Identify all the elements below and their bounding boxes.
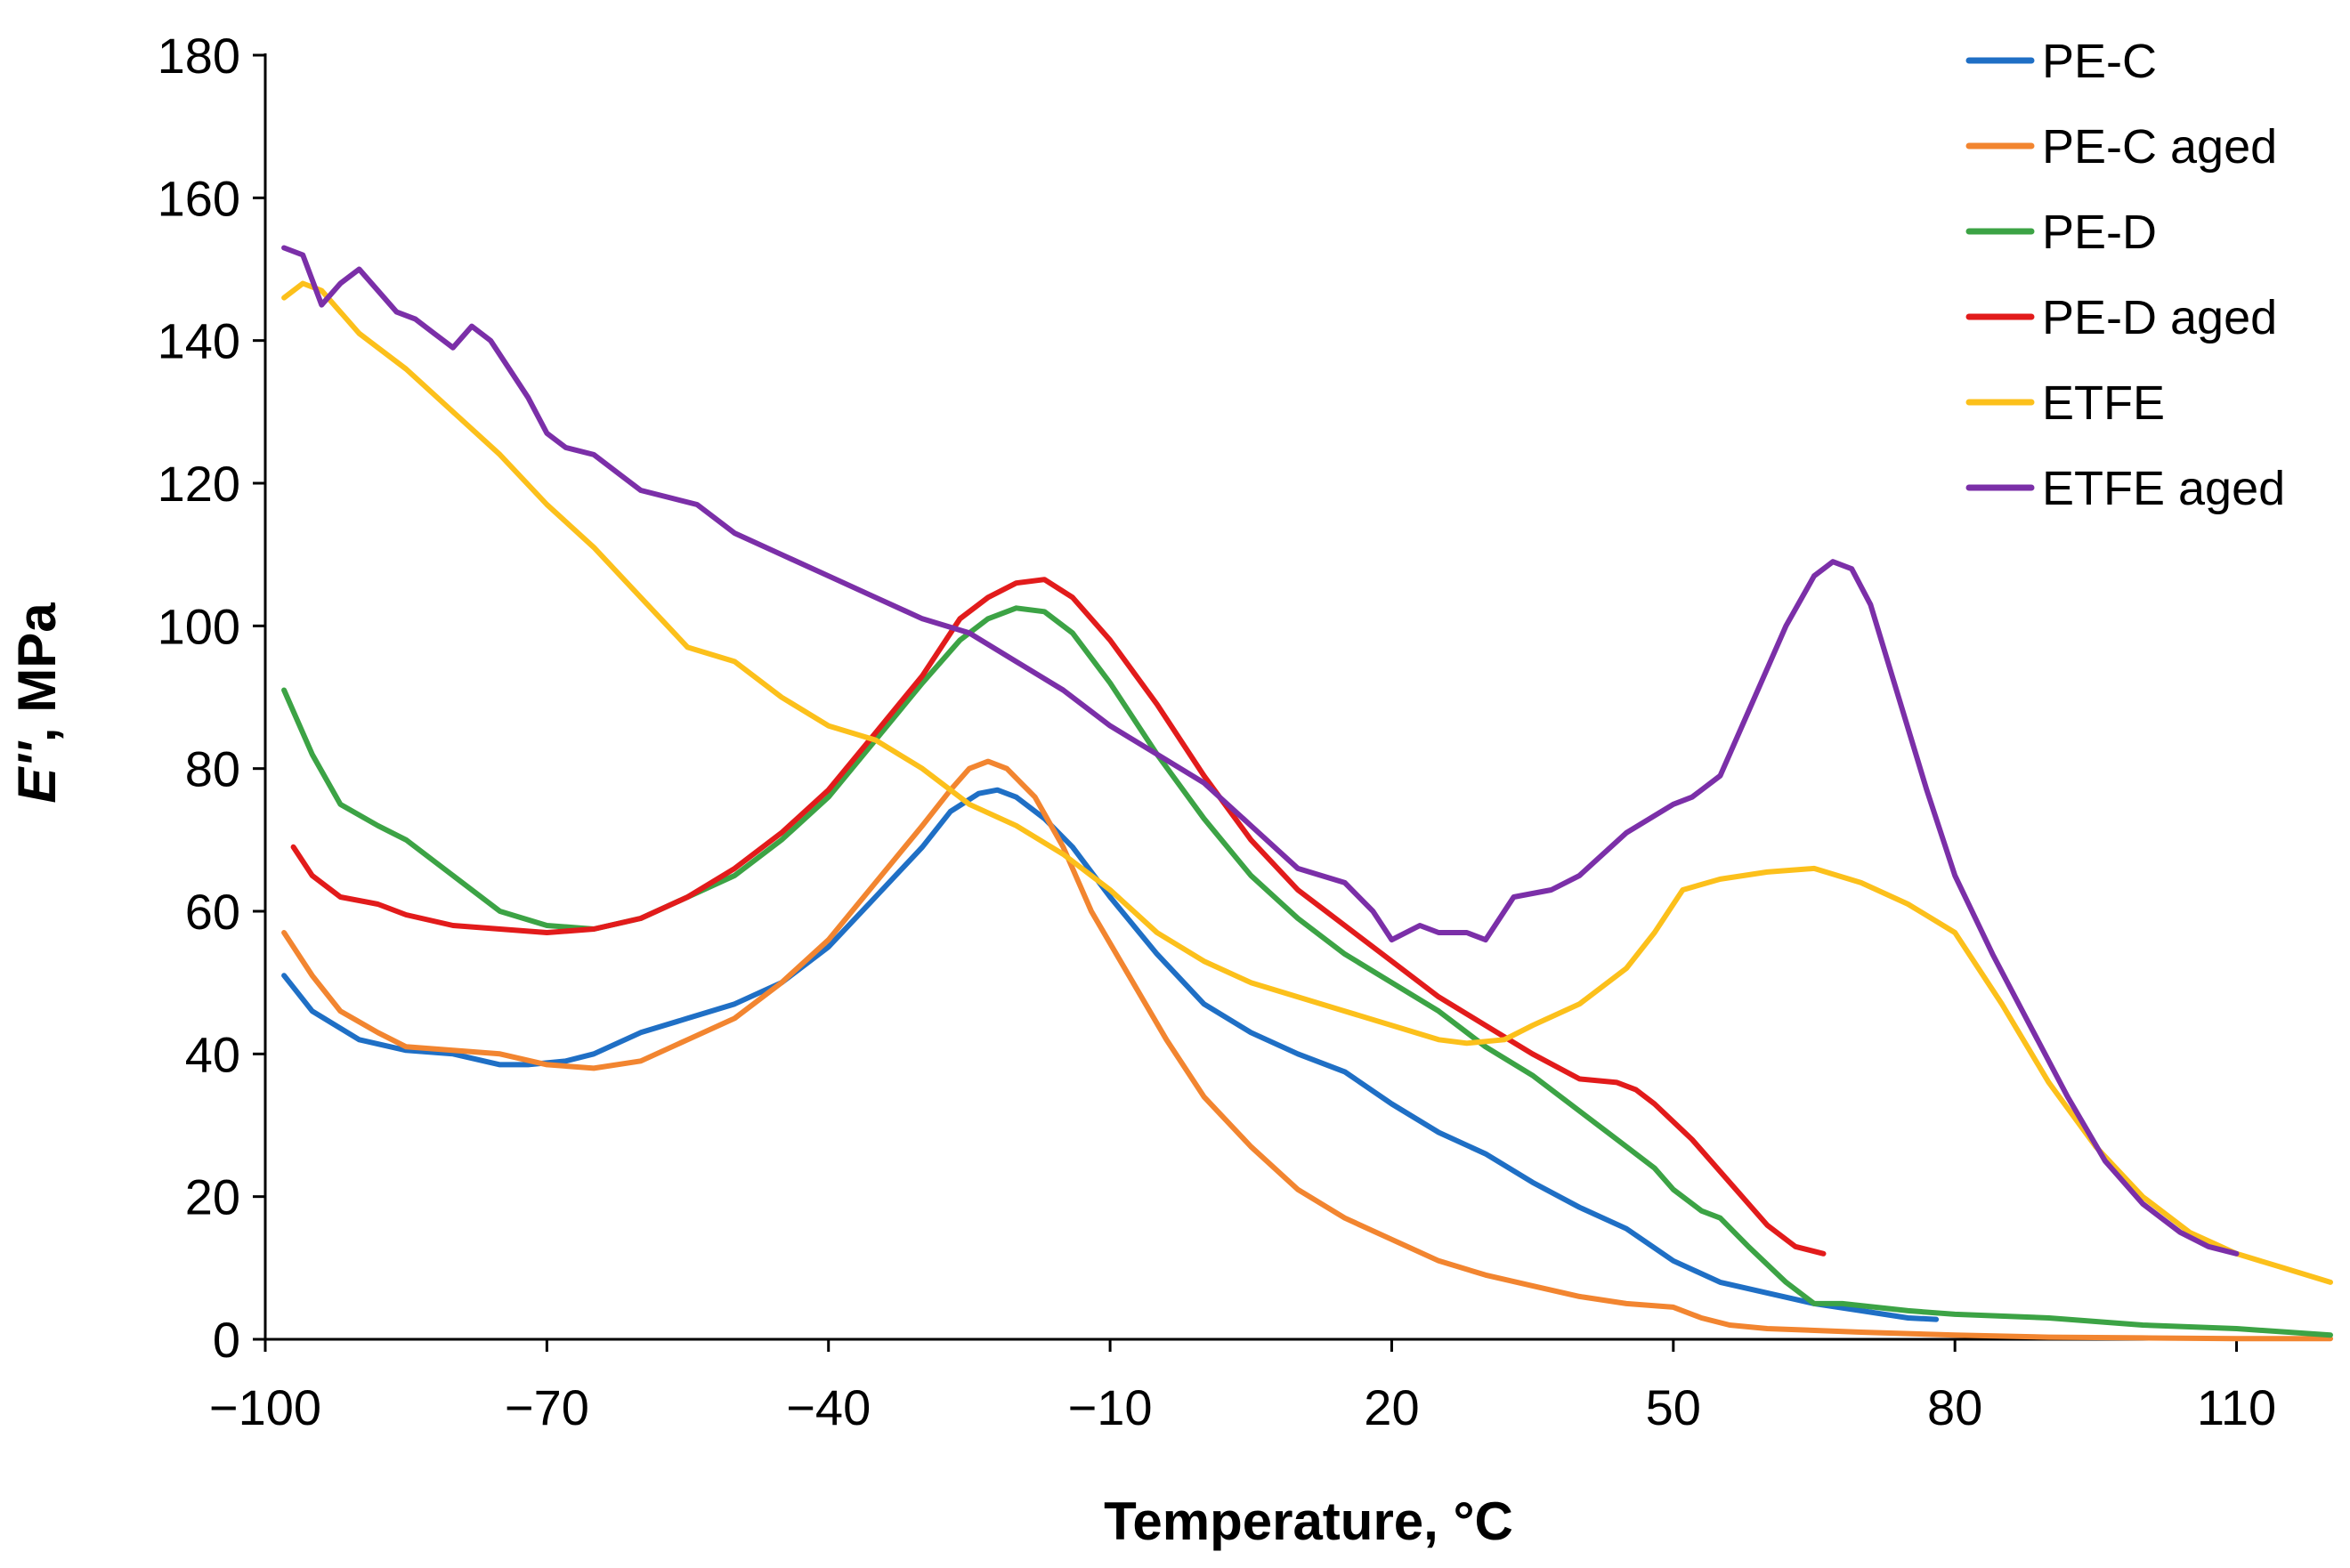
y-tick-label: 140 xyxy=(158,313,240,369)
x-tick-label: 50 xyxy=(1646,1379,1701,1435)
y-tick-label: 120 xyxy=(158,456,240,512)
legend: PE-C PE-C aged PE-D PE-D aged ETFE ETFE aged xyxy=(1965,35,2285,515)
legend-label-pe-d: PE-D xyxy=(2042,206,2157,259)
y-tick-label: 0 xyxy=(213,1312,240,1368)
y-axis-title-unit: , MPa xyxy=(7,602,67,742)
x-tick-label: 80 xyxy=(1927,1379,1982,1435)
series-lines xyxy=(281,245,2333,1342)
x-tick-label: −100 xyxy=(209,1379,321,1435)
y-tick-label: 60 xyxy=(185,884,240,940)
y-tick-label: 100 xyxy=(158,598,240,654)
series-line-pe-c-aged xyxy=(281,758,2333,1342)
y-tick-label: 20 xyxy=(185,1169,240,1225)
y-tick-label: 160 xyxy=(158,170,240,226)
legend-label-etfe: ETFE xyxy=(2042,376,2165,430)
legend-label-pe-c: PE-C xyxy=(2042,35,2157,88)
x-tick-label: 20 xyxy=(1364,1379,1419,1435)
series-line-pe-d xyxy=(281,605,2333,1338)
x-axis-title: Temperature, °C xyxy=(1104,1491,1513,1551)
legend-label-etfe-aged: ETFE aged xyxy=(2042,462,2285,515)
series-line-pe-c xyxy=(281,787,1940,1322)
series-line-pe-d-aged xyxy=(290,577,1827,1257)
x-tick-label: −70 xyxy=(505,1379,589,1435)
legend-label-pe-c-aged: PE-C aged xyxy=(2042,120,2277,174)
y-tick-label: 80 xyxy=(185,741,240,797)
y-tick-label: 180 xyxy=(158,28,240,84)
series-line-etfe-aged xyxy=(281,245,2240,1257)
y-axis-title: E'', MPa xyxy=(7,602,67,804)
x-tick-label: 110 xyxy=(2197,1379,2276,1435)
y-tick-label: 40 xyxy=(185,1026,240,1082)
x-tick-label: −40 xyxy=(786,1379,871,1435)
series-line-etfe xyxy=(281,280,2333,1285)
axes: 0 20 40 60 80 100 120 140 160 180 −100 −70 −40 −10 20 5… xyxy=(158,28,2330,1435)
legend-label-pe-d-aged: PE-D aged xyxy=(2042,291,2277,344)
x-tick-label: −10 xyxy=(1068,1379,1153,1435)
y-axis-title-symbol: E'' xyxy=(7,740,67,803)
